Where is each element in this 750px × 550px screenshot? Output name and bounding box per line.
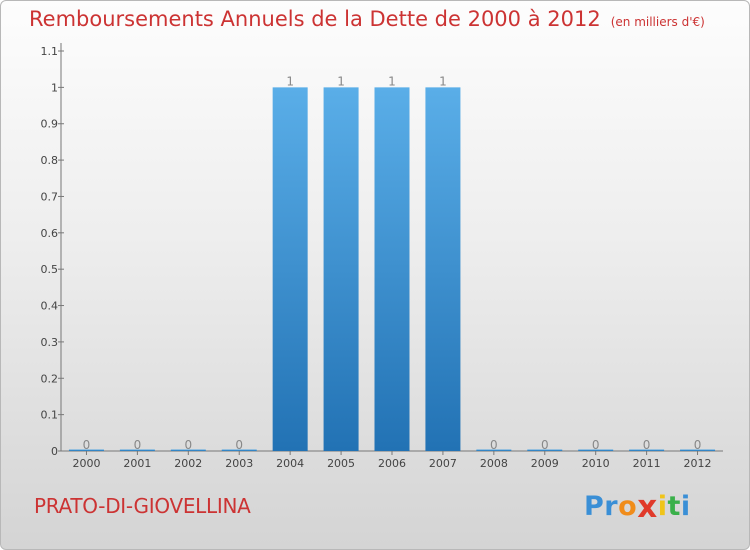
bar-2009: [527, 449, 563, 451]
bar-2000: [68, 449, 104, 451]
x-tick-label: 2008: [480, 457, 508, 470]
x-tick-label: 2006: [378, 457, 406, 470]
y-tick-label: 0.8: [41, 154, 59, 167]
bar-2012: [680, 449, 716, 451]
bar-2003: [221, 449, 257, 451]
y-tick-label: 0.6: [41, 227, 59, 240]
chart-title-text: Remboursements Annuels de la Dette de 20…: [29, 7, 601, 31]
logo-letter: P: [584, 491, 605, 522]
x-tick-label: 2000: [72, 457, 100, 470]
y-tick-label: 0.5: [41, 263, 59, 276]
chart-unit: (en milliers d'€): [610, 15, 705, 29]
data-label: 0: [694, 438, 702, 452]
y-tick-label: 0.1: [41, 409, 59, 422]
data-label: 0: [235, 438, 243, 452]
bar-2006: [374, 87, 410, 451]
logo-letter: r: [604, 491, 619, 522]
chart-title: Remboursements Annuels de la Dette de 20…: [29, 7, 705, 31]
data-label: 0: [490, 438, 498, 452]
y-tick-label: 0.3: [41, 336, 59, 349]
data-label: 1: [388, 74, 396, 88]
logo-letter: x: [637, 489, 658, 525]
logo-letter: t: [667, 491, 681, 522]
x-tick-label: 2001: [123, 457, 151, 470]
data-label: 1: [337, 74, 345, 88]
data-label: 0: [592, 438, 600, 452]
x-tick-label: 2003: [225, 457, 253, 470]
bar-2011: [629, 449, 665, 451]
y-tick-label: 0.9: [41, 118, 59, 131]
data-label: 0: [541, 438, 549, 452]
commune-name: PRATO-DI-GIOVELLINA: [34, 494, 251, 518]
data-label: 0: [83, 438, 91, 452]
x-tick-label: 2012: [684, 457, 712, 470]
x-tick-label: 2004: [276, 457, 304, 470]
bar-2010: [578, 449, 614, 451]
bar-2005: [323, 87, 359, 451]
logo-letter: o: [618, 491, 638, 522]
data-label: 1: [286, 74, 294, 88]
x-tick-label: 2010: [582, 457, 610, 470]
bar-2002: [170, 449, 206, 451]
y-tick-label: 0.7: [41, 190, 59, 203]
logo-letter: i: [657, 491, 668, 522]
proxiti-logo: Proxiti: [584, 487, 691, 525]
x-tick-label: 2009: [531, 457, 559, 470]
y-tick-label: 0: [51, 445, 58, 458]
data-label: 0: [184, 438, 192, 452]
x-tick-label: 2007: [429, 457, 457, 470]
data-label: 1: [439, 74, 447, 88]
logo-letter: i: [680, 491, 691, 522]
y-tick-label: 1.1: [41, 45, 59, 58]
y-tick-label: 0.2: [41, 372, 59, 385]
x-tick-label: 2011: [633, 457, 661, 470]
x-tick-label: 2005: [327, 457, 355, 470]
x-tick-label: 2002: [174, 457, 202, 470]
data-label: 0: [134, 438, 142, 452]
bar-2007: [425, 87, 461, 451]
y-tick-label: 1: [51, 81, 58, 94]
bar-2004: [272, 87, 308, 451]
bar-2001: [119, 449, 155, 451]
data-label: 0: [643, 438, 651, 452]
y-tick-label: 0.4: [41, 300, 59, 313]
bar-2008: [476, 449, 512, 451]
